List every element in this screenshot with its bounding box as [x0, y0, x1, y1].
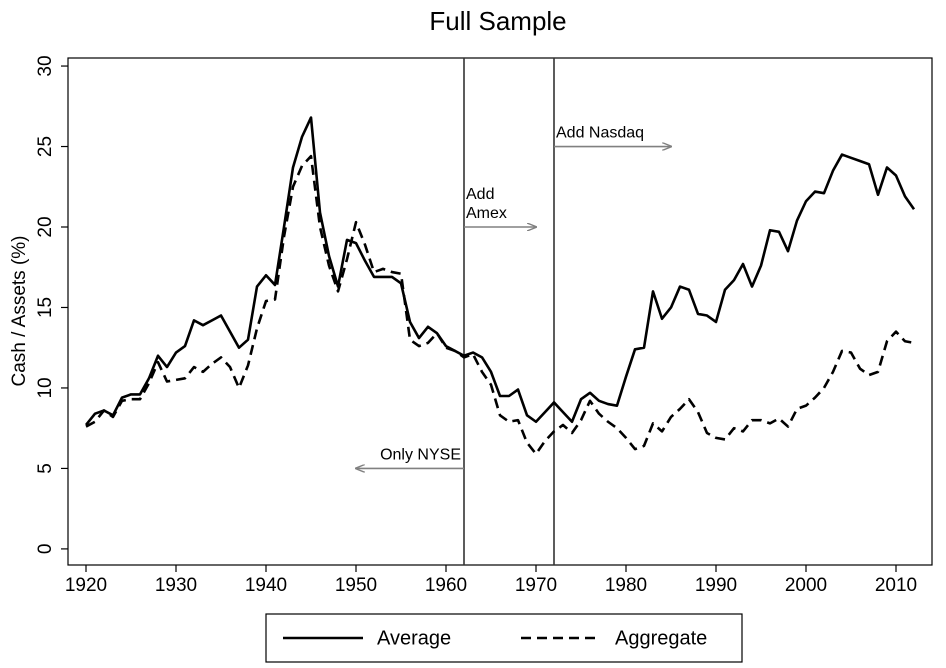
y-tick-label: 30 — [35, 55, 56, 76]
annotation-label: Only NYSE — [380, 447, 461, 464]
x-tick-label: 2010 — [875, 575, 917, 596]
x-tick-label: 1980 — [605, 575, 647, 596]
y-tick-label: 20 — [35, 216, 56, 237]
y-tick-label: 15 — [35, 297, 56, 318]
chart-title: Full Sample — [429, 6, 566, 36]
x-tick-label: 1990 — [695, 575, 737, 596]
annotation-label: Add — [466, 186, 494, 203]
annotation-label: Add Nasdaq — [556, 125, 644, 142]
x-tick-label: 1960 — [425, 575, 467, 596]
x-tick-label: 1920 — [65, 575, 107, 596]
legend-label: Average — [377, 627, 451, 649]
annotation-label: Amex — [466, 205, 507, 222]
data-line — [84, 116, 916, 426]
plot-frame — [67, 57, 933, 566]
y-tick-label: 5 — [35, 463, 56, 474]
x-tick-label: 2000 — [785, 575, 827, 596]
y-tick-label: 10 — [35, 377, 56, 398]
legend-label: Aggregate — [615, 627, 707, 649]
data-line — [85, 154, 915, 456]
x-tick-label: 1930 — [155, 575, 197, 596]
y-tick-label: 25 — [35, 136, 56, 157]
x-tick-label: 1970 — [515, 575, 557, 596]
x-tick-label: 1940 — [245, 575, 287, 596]
y-tick-label: 0 — [35, 544, 56, 555]
y-axis-label: Cash / Assets (%) — [9, 236, 30, 387]
x-tick-label: 1950 — [335, 575, 377, 596]
